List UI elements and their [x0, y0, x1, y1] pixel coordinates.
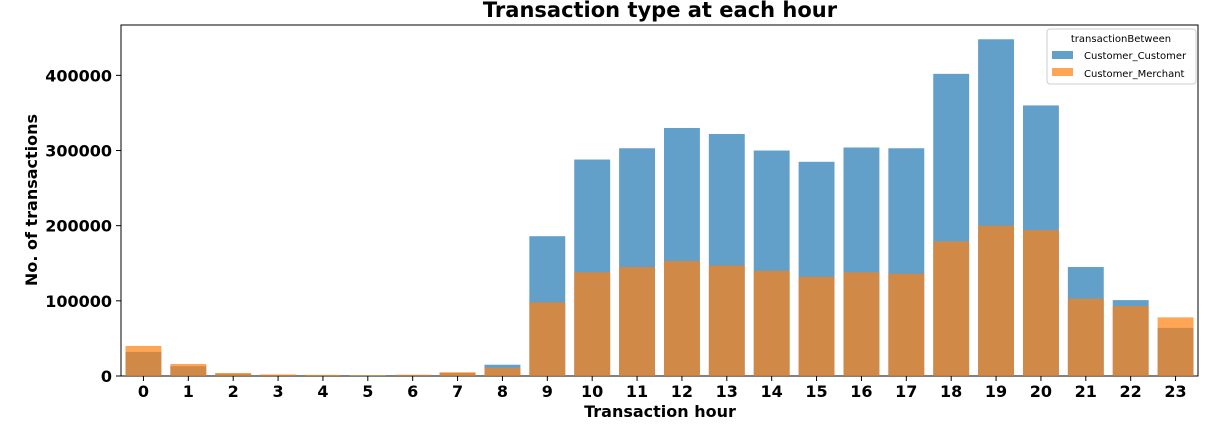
x-tick-label: 12: [671, 382, 693, 401]
x-axis-title: Transaction hour: [584, 402, 736, 421]
bar-customer-merchant-hour-5: [349, 375, 386, 376]
plot-area: [120, 24, 1199, 377]
bar-customer-merchant-hour-23: [1157, 317, 1194, 376]
x-tick-label: 0: [138, 382, 149, 401]
bar-customer-merchant-hour-8: [484, 367, 521, 376]
y-tick-label: 300000: [45, 142, 112, 161]
x-tick-label: 19: [985, 382, 1007, 401]
legend-title: transactionBetween: [1071, 34, 1171, 45]
x-tick-label: 11: [626, 382, 648, 401]
y-axis-title: No. of transactions: [22, 114, 41, 286]
bar-customer-merchant-hour-4: [304, 374, 341, 376]
bar-customer-merchant-hour-21: [1067, 298, 1104, 376]
x-tick-label: 9: [542, 382, 553, 401]
x-tick-label: 3: [272, 382, 283, 401]
legend-label-customer-merchant: Customer_Merchant: [1084, 69, 1185, 80]
x-axis: 0 1 2 3 4 5 6 7 8 9 10 11 12 13 14 15 16 17 18 19 20 21 22 23: [138, 376, 1187, 401]
legend-label-customer-customer: Customer_Customer: [1084, 51, 1187, 62]
bar-customer-merchant-hour-17: [888, 273, 925, 376]
bar-customer-merchant-hour-11: [619, 267, 656, 376]
x-tick-label: 23: [1164, 382, 1186, 401]
bar-customer-merchant-hour-14: [753, 270, 790, 376]
y-tick-label: 200000: [45, 217, 112, 236]
x-tick-label: 21: [1075, 382, 1097, 401]
bar-customer-merchant-hour-13: [708, 265, 745, 376]
bar-customer-merchant-hour-3: [260, 374, 297, 376]
bar-customer-merchant-hour-7: [439, 372, 476, 376]
x-tick-label: 1: [183, 382, 194, 401]
bar-customer-merchant-hour-6: [394, 374, 431, 376]
legend-frame: [1046, 28, 1197, 85]
x-tick-label: 20: [1030, 382, 1052, 401]
x-tick-label: 5: [362, 382, 373, 401]
bar-customer-merchant-hour-18: [933, 241, 970, 376]
y-tick-label: 100000: [45, 292, 112, 311]
bar-customer-merchant-hour-12: [663, 261, 700, 376]
legend-swatch-customer-merchant: [1052, 68, 1073, 76]
x-tick-label: 16: [850, 382, 872, 401]
x-tick-label: 13: [716, 382, 738, 401]
bar-customer-merchant-hour-16: [843, 272, 880, 376]
bar-customer-merchant-hour-0: [125, 345, 162, 376]
x-tick-label: 8: [497, 382, 508, 401]
x-tick-label: 17: [895, 382, 917, 401]
bar-customer-merchant-hour-9: [529, 302, 566, 376]
legend-swatch-customer-customer: [1052, 51, 1073, 59]
x-tick-label: 6: [407, 382, 418, 401]
bar-customer-merchant-hour-20: [1022, 230, 1059, 376]
bar-customer-merchant-hour-1: [170, 363, 207, 376]
bar-customer-merchant-hour-10: [574, 272, 611, 376]
x-tick-label: 4: [317, 382, 328, 401]
bar-customer-merchant-hour-2: [215, 372, 252, 376]
x-tick-label: 18: [940, 382, 962, 401]
bars-layer: [125, 39, 1194, 377]
x-tick-label: 2: [228, 382, 239, 401]
bar-customer-merchant-hour-19: [978, 225, 1015, 376]
x-tick-label: 15: [805, 382, 827, 401]
x-tick-label: 14: [761, 382, 783, 401]
x-tick-label: 22: [1120, 382, 1142, 401]
bar-customer-merchant-hour-15: [798, 276, 835, 376]
y-axis: 0 100000 200000 300000 400000: [45, 66, 121, 386]
bar-customer-merchant-hour-22: [1112, 306, 1149, 376]
x-tick-label: 7: [452, 382, 463, 401]
chart-title: Transaction type at each hour: [483, 0, 838, 22]
y-tick-label: 0: [101, 367, 112, 386]
x-tick-label: 10: [581, 382, 603, 401]
legend: transactionBetween Customer_Customer Cus…: [1046, 28, 1197, 85]
y-tick-label: 400000: [45, 66, 112, 85]
